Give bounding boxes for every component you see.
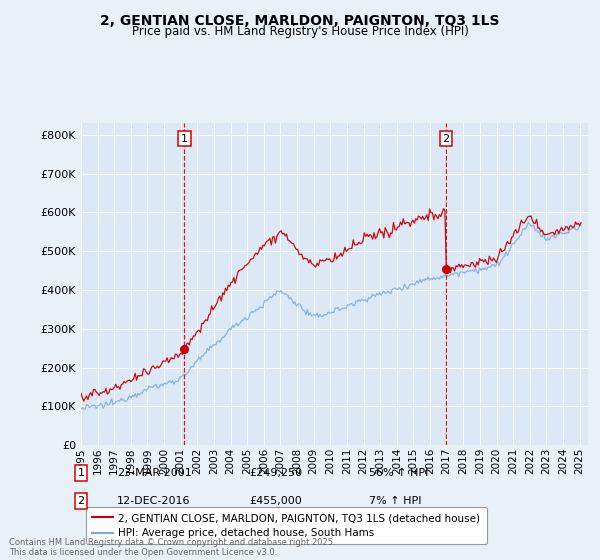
Text: 1: 1 (181, 134, 188, 144)
Text: 23-MAR-2001: 23-MAR-2001 (117, 468, 192, 478)
Text: 2: 2 (77, 496, 85, 506)
Text: 2, GENTIAN CLOSE, MARLDON, PAIGNTON, TQ3 1LS: 2, GENTIAN CLOSE, MARLDON, PAIGNTON, TQ3… (100, 14, 500, 28)
Text: £455,000: £455,000 (249, 496, 302, 506)
Text: £249,250: £249,250 (249, 468, 302, 478)
Text: Contains HM Land Registry data © Crown copyright and database right 2025.
This d: Contains HM Land Registry data © Crown c… (9, 538, 335, 557)
Text: 1: 1 (77, 468, 85, 478)
Text: 12-DEC-2016: 12-DEC-2016 (117, 496, 191, 506)
Text: 7% ↑ HPI: 7% ↑ HPI (369, 496, 421, 506)
Text: 2: 2 (442, 134, 449, 144)
Text: Price paid vs. HM Land Registry's House Price Index (HPI): Price paid vs. HM Land Registry's House … (131, 25, 469, 38)
Legend: 2, GENTIAN CLOSE, MARLDON, PAIGNTON, TQ3 1LS (detached house), HPI: Average pric: 2, GENTIAN CLOSE, MARLDON, PAIGNTON, TQ3… (86, 507, 487, 544)
Text: 56% ↑ HPI: 56% ↑ HPI (369, 468, 428, 478)
